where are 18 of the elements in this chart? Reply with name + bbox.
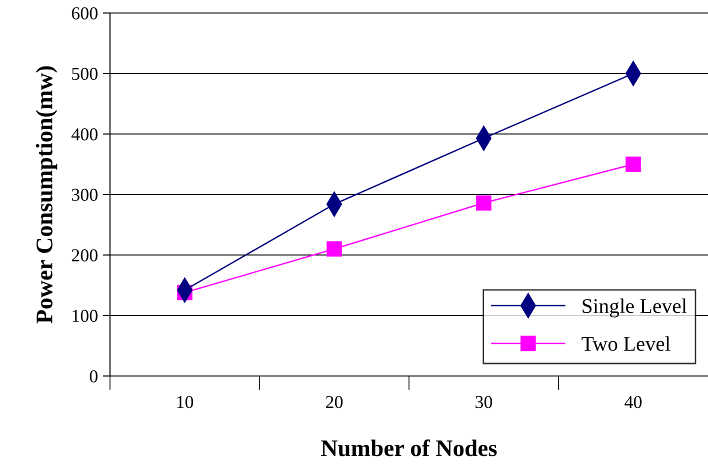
x-tick-label: 40 <box>624 396 642 408</box>
y-tick-label: 200 <box>72 249 98 262</box>
y-tick-label: 500 <box>72 68 98 80</box>
y-axis-title: Power Consumption(mw) <box>36 66 58 324</box>
y-tick-label: 100 <box>72 310 98 322</box>
legend-label: Single Level <box>582 298 687 318</box>
y-tick-label: 400 <box>71 128 98 140</box>
x-axis-title: Number of Nodes <box>321 439 497 456</box>
x-tick-label: 10 <box>177 396 194 408</box>
y-tick-label: 300 <box>72 188 98 201</box>
legend-label: Two Level <box>582 336 670 351</box>
point <box>626 156 641 172</box>
y-tick-label: 600 <box>72 7 98 20</box>
y-tick-label: 0 <box>90 370 98 382</box>
x-tick-label: 20 <box>326 396 343 408</box>
point <box>326 241 342 257</box>
point <box>476 195 492 211</box>
x-tick-label: 30 <box>476 396 492 408</box>
